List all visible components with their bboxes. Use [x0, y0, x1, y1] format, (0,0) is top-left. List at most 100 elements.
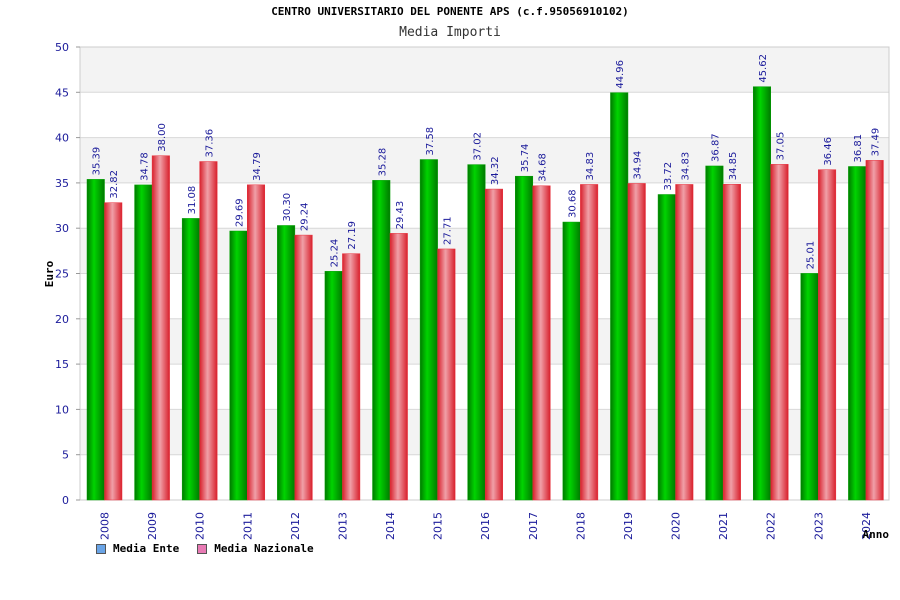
value-label-nazionale: 34.94	[633, 151, 644, 180]
value-label-nazionale: 34.83	[680, 152, 691, 181]
value-label-ente: 31.08	[187, 186, 198, 215]
value-label-ente: 25.24	[330, 239, 341, 268]
value-label-ente: 30.30	[282, 193, 293, 222]
value-label-ente: 35.28	[377, 148, 388, 177]
value-label-nazionale: 34.32	[490, 156, 501, 185]
value-label-ente: 37.58	[425, 127, 436, 156]
bar-media-nazionale	[675, 184, 694, 501]
bars	[86, 86, 884, 501]
x-tick-label: 2008	[99, 512, 112, 540]
bar-media-nazionale	[247, 184, 266, 501]
value-label-ente: 36.87	[710, 133, 721, 162]
y-axis: 0 5 10 15 20 25 30 35 40 45 50	[55, 41, 80, 507]
bar-media-ente	[705, 165, 724, 501]
value-label-ente: 30.68	[568, 189, 579, 218]
bar-media-nazionale	[770, 164, 789, 501]
value-label-nazionale: 37.05	[775, 132, 786, 161]
value-label-nazionale: 34.83	[585, 152, 596, 181]
legend: Media Ente Media Nazionale	[96, 542, 314, 555]
value-label-nazionale: 37.36	[204, 129, 215, 158]
bar-media-nazionale	[722, 184, 741, 501]
y-tick-label: 20	[55, 313, 69, 326]
y-tick-label: 10	[55, 403, 69, 416]
value-label-ente: 25.01	[806, 241, 817, 270]
x-tick-label: 2010	[194, 512, 207, 540]
y-tick-label: 45	[55, 86, 69, 99]
bar-media-ente	[515, 175, 534, 501]
value-label-nazionale: 27.19	[347, 221, 358, 250]
bar-media-nazionale	[151, 155, 170, 501]
value-label-nazionale: 37.49	[871, 128, 882, 157]
x-tick-label: 2016	[479, 512, 492, 540]
bar-media-ente	[562, 221, 581, 501]
value-label-nazionale: 29.24	[300, 202, 311, 231]
legend-item-ente: Media Ente	[96, 542, 179, 555]
x-tick-label: 2019	[622, 512, 635, 540]
value-label-ente: 44.96	[615, 60, 626, 89]
bar-media-nazionale	[532, 185, 551, 501]
bar-media-ente	[229, 230, 248, 501]
value-label-ente: 33.72	[663, 162, 674, 191]
bar-media-nazionale	[818, 169, 837, 501]
bar-media-nazionale	[865, 160, 884, 501]
y-tick-label: 40	[55, 132, 69, 145]
bar-media-nazionale	[104, 202, 123, 501]
x-tick-label: 2023	[812, 512, 825, 540]
bar-media-ente	[800, 273, 819, 501]
bar-media-ente	[610, 92, 629, 501]
legend-swatch-nazionale	[197, 543, 208, 554]
value-label-nazionale: 32.82	[109, 170, 120, 199]
bar-media-ente	[372, 180, 391, 501]
bar-media-ente	[86, 179, 105, 501]
x-tick-label: 2012	[289, 512, 302, 540]
bar-media-nazionale	[484, 188, 503, 501]
y-tick-label: 15	[55, 358, 69, 371]
y-tick-label: 0	[62, 494, 69, 507]
bar-media-nazionale	[627, 183, 646, 501]
bar-media-nazionale	[342, 253, 361, 501]
value-label-nazionale: 27.71	[442, 216, 453, 245]
value-label-ente: 29.69	[235, 198, 246, 227]
value-label-nazionale: 34.79	[252, 152, 263, 181]
bar-media-nazionale	[294, 234, 313, 501]
value-labels: 35.39 32.82 34.78 38.00 31.08 37.36 29.69 34.79…	[92, 54, 882, 269]
bar-media-nazionale	[199, 161, 218, 501]
x-tick-label: 2013	[336, 512, 349, 540]
value-label-nazionale: 34.85	[728, 152, 739, 181]
x-tick-label: 2011	[241, 512, 254, 540]
bar-media-ente	[324, 271, 343, 501]
legend-label-ente: Media Ente	[113, 542, 180, 555]
bar-media-nazionale	[580, 184, 599, 501]
y-axis-title: Euro	[43, 260, 56, 287]
value-label-ente: 45.62	[758, 54, 769, 83]
x-axis-title: Anno	[863, 528, 890, 541]
x-tick-label: 2015	[432, 512, 445, 540]
value-label-ente: 35.39	[92, 147, 103, 176]
value-label-nazionale: 34.68	[538, 153, 549, 182]
grid-band	[80, 47, 889, 93]
bar-media-nazionale	[389, 233, 408, 501]
legend-swatch-ente	[96, 543, 106, 554]
bar-media-ente	[419, 159, 438, 501]
value-label-ente: 37.02	[472, 132, 483, 161]
x-tick-label: 2018	[574, 512, 587, 540]
value-label-nazionale: 38.00	[157, 123, 168, 152]
x-tick-label: 2021	[717, 512, 730, 540]
bar-media-ente	[467, 164, 486, 501]
y-tick-label: 5	[62, 449, 69, 462]
bar-media-ente	[848, 166, 867, 501]
y-tick-label: 35	[55, 177, 69, 190]
chart-title: CENTRO UNIVERSITARIO DEL PONENTE APS (c.…	[271, 5, 629, 18]
chart-subtitle: Media Importi	[399, 25, 501, 40]
y-tick-label: 50	[55, 41, 69, 54]
x-tick-label: 2024	[860, 512, 873, 540]
bar-media-ente	[181, 218, 200, 501]
legend-label-nazionale: Media Nazionale	[214, 542, 314, 555]
bar-media-ente	[134, 184, 153, 501]
y-tick-label: 30	[55, 222, 69, 235]
value-label-nazionale: 36.46	[823, 137, 834, 166]
x-tick-label: 2022	[765, 512, 778, 540]
bar-media-nazionale	[437, 248, 456, 501]
x-tick-label: 2014	[384, 512, 397, 540]
